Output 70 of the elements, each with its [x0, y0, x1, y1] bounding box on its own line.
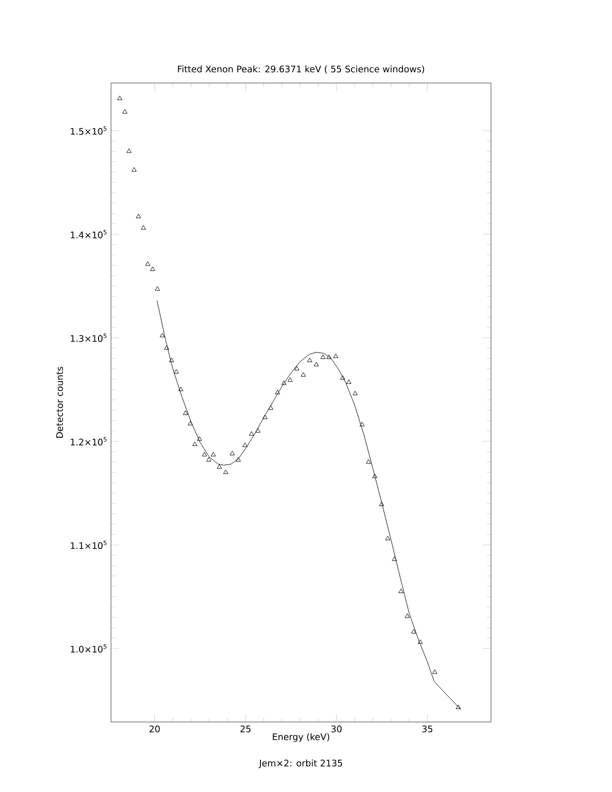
point	[192, 442, 198, 446]
point	[178, 386, 184, 392]
point	[333, 354, 338, 358]
point	[183, 410, 188, 415]
point	[379, 502, 384, 506]
x-tick-label: 30	[331, 726, 342, 732]
point	[385, 536, 390, 540]
point	[300, 372, 306, 377]
x-tick-label: 20	[150, 726, 160, 732]
x-axis-title: Energy (keV)	[272, 733, 330, 742]
point	[169, 358, 174, 362]
point	[398, 588, 404, 594]
y-tick-label: 1.5×10$^{5}$	[70, 126, 106, 135]
point	[136, 214, 141, 218]
point	[132, 167, 137, 172]
point	[150, 266, 156, 271]
point	[352, 390, 358, 396]
point	[288, 377, 293, 382]
text: Jem×2: orbit 2135	[258, 760, 342, 768]
point	[122, 109, 128, 114]
point	[236, 457, 241, 462]
point	[404, 614, 410, 618]
point	[360, 422, 365, 426]
point	[392, 556, 397, 561]
y-tick-label: 1.0×10$^{5}$	[70, 644, 106, 653]
point	[145, 261, 150, 266]
point	[275, 390, 280, 394]
y-axis-title: Detector counts	[56, 366, 63, 438]
point	[242, 442, 248, 448]
point	[202, 452, 207, 456]
point	[174, 369, 179, 374]
point	[418, 639, 423, 644]
point	[223, 470, 228, 474]
point	[216, 464, 222, 469]
point	[140, 225, 146, 230]
point	[314, 362, 319, 366]
y-tick-label: 1.3×10$^{5}$	[70, 334, 106, 342]
point	[307, 358, 312, 362]
point	[117, 96, 122, 100]
line-series	[156, 300, 462, 710]
point	[372, 474, 378, 478]
y-tick-label: 1.2×10$^{5}$	[70, 437, 106, 446]
point	[154, 286, 160, 291]
point	[320, 354, 326, 359]
point	[268, 405, 274, 410]
point	[432, 669, 438, 674]
point	[210, 452, 216, 456]
point	[126, 148, 132, 153]
point	[164, 345, 170, 350]
point	[249, 431, 254, 436]
point	[294, 366, 300, 370]
point	[411, 629, 416, 634]
y-tick-label: 1.1×10$^{5}$	[70, 540, 106, 550]
point	[262, 414, 268, 420]
point	[230, 450, 235, 456]
y-tick-label: 1.4×10$^{5}$	[70, 230, 106, 238]
point	[366, 459, 371, 464]
point	[340, 375, 346, 380]
point	[188, 420, 193, 426]
point	[197, 436, 202, 441]
chart-title: Fitted Xenon Peak: 29.6371 keV ( 55 Science windows)	[178, 65, 424, 74]
point	[456, 704, 461, 710]
point	[281, 380, 286, 385]
point	[206, 457, 212, 462]
point	[326, 354, 332, 359]
point	[346, 379, 352, 384]
x-tick-label: 35	[422, 726, 432, 732]
x-tick-label: 25	[240, 726, 250, 732]
point	[255, 428, 260, 433]
point	[160, 332, 165, 338]
